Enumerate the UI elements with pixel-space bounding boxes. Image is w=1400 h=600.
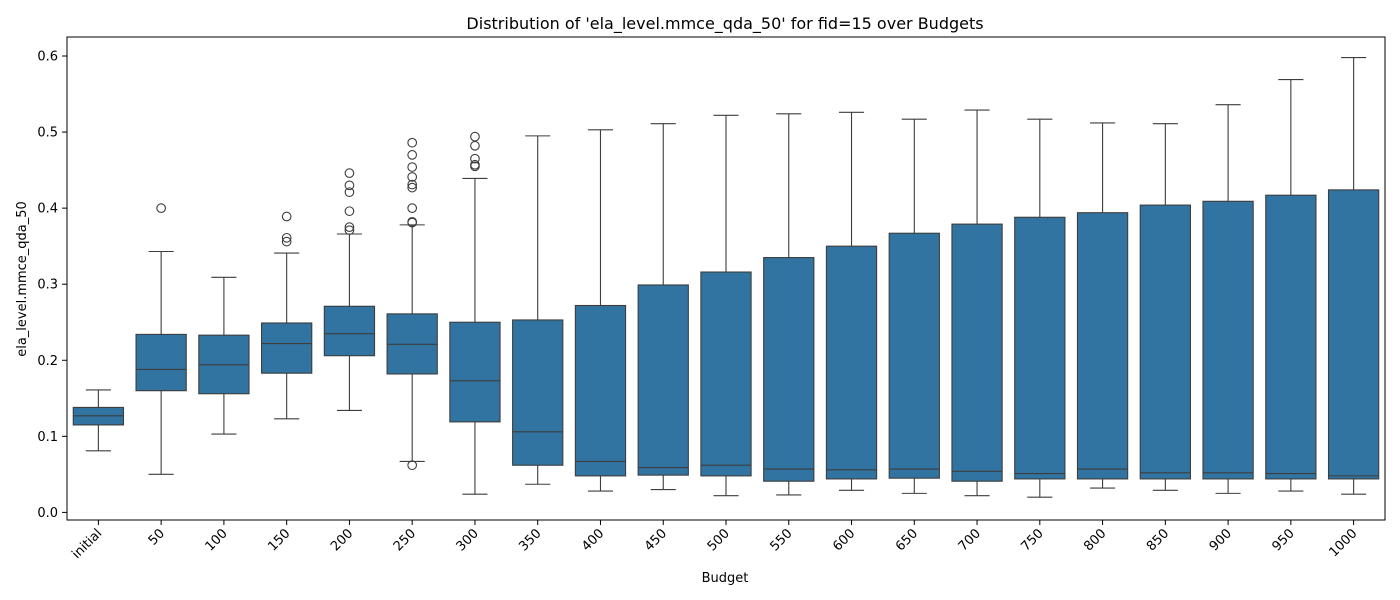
box-group: [1076, 122, 1129, 489]
x-tick-label: 550: [767, 526, 795, 554]
box-group: [1014, 118, 1066, 498]
box-group: [888, 118, 940, 494]
chart-title: Distribution of 'ela_level.mmce_qda_50' …: [466, 14, 983, 34]
iqr-box: [135, 333, 187, 392]
y-tick-label: 0.3: [37, 278, 58, 293]
outlier-point: [344, 187, 355, 198]
x-tick-label: 150: [265, 526, 293, 554]
outlier-point: [156, 203, 166, 213]
y-tick-label: 0.4: [37, 202, 58, 217]
x-tick-label: 100: [203, 526, 231, 554]
iqr-box: [574, 304, 627, 477]
outlier-point: [407, 162, 418, 172]
box-group: [386, 137, 438, 471]
iqr-box: [1202, 200, 1254, 480]
box-group: [512, 135, 564, 485]
iqr-box: [763, 257, 815, 482]
x-tick-label: 800: [1081, 526, 1109, 554]
box-group: [261, 211, 313, 420]
y-axis: 0.0 0.1 0.2 0.3 0.4 0.5 0.6: [37, 50, 67, 521]
iqr-box: [323, 305, 376, 357]
outlier-point: [407, 150, 418, 160]
outlier-point: [407, 137, 418, 148]
outlier-point: [407, 216, 418, 227]
x-tick-label: 900: [1207, 526, 1235, 554]
box-group: [323, 168, 376, 412]
box-group: [449, 131, 501, 495]
outlier-point: [281, 232, 292, 243]
x-tick-label: 350: [516, 526, 544, 554]
outlier-point: [281, 211, 292, 222]
iqr-box: [449, 321, 501, 423]
box-group: [1265, 79, 1317, 492]
box-group: [198, 276, 250, 435]
x-tick-label: 600: [830, 526, 858, 554]
iqr-box: [700, 271, 752, 477]
box-group: [574, 129, 627, 492]
iqr-box: [825, 245, 878, 480]
x-tick-label: 850: [1144, 526, 1172, 554]
x-tick-label: 950: [1270, 526, 1298, 554]
x-tick-label: 450: [642, 526, 670, 554]
outlier-point: [281, 236, 292, 247]
y-tick-label: 0.1: [37, 430, 58, 445]
outlier-point: [344, 225, 355, 236]
box-group: [951, 109, 1003, 497]
outlier-point: [407, 172, 418, 182]
plot-area: [72, 56, 1380, 498]
iqr-box: [1265, 194, 1317, 480]
box-group: [72, 389, 125, 452]
iqr-box: [888, 232, 940, 479]
x-tick-label: initial: [69, 526, 105, 562]
outlier-point: [470, 159, 480, 170]
box-group: [1327, 56, 1380, 495]
plot-frame: [66, 36, 1386, 521]
outlier-point: [344, 168, 355, 179]
outlier-point: [407, 179, 418, 190]
x-tick-label: 650: [893, 526, 921, 554]
box-group: [825, 111, 878, 491]
x-tick-label: 500: [705, 526, 733, 554]
outlier-point: [470, 153, 480, 164]
x-tick-label: 250: [391, 526, 419, 554]
box-group: [763, 113, 815, 496]
iqr-box: [637, 284, 689, 476]
box-group: [700, 114, 752, 497]
outlier-point: [407, 203, 418, 213]
x-tick-label: 200: [328, 526, 356, 554]
outlier-point: [407, 460, 418, 471]
iqr-box: [1139, 204, 1191, 480]
iqr-box: [1327, 189, 1380, 480]
x-tick-label: 700: [956, 526, 984, 554]
outlier-point: [344, 206, 355, 217]
outlier-point: [407, 182, 418, 193]
iqr-box: [512, 319, 564, 466]
x-tick-label: 1000: [1326, 526, 1360, 560]
iqr-box: [1076, 212, 1129, 480]
outlier-point: [344, 222, 355, 233]
x-tick-label: 300: [454, 526, 482, 554]
box-group: [1202, 104, 1254, 494]
x-axis-label: Budget: [702, 571, 749, 586]
box-group: [135, 203, 187, 475]
iqr-box: [1014, 216, 1066, 480]
outlier-point: [470, 140, 480, 151]
box-group: [637, 123, 689, 491]
x-axis: initial 50 100 150 200 250 300 350 400 450 500 550 6…: [69, 520, 1360, 562]
x-tick-label: 50: [146, 526, 168, 548]
iqr-box: [951, 223, 1003, 482]
outlier-point: [470, 131, 480, 142]
y-axis-label: ela_level.mmce_qda_50: [15, 201, 30, 357]
x-tick-label: 400: [579, 526, 607, 554]
y-tick-label: 0.0: [37, 506, 58, 521]
x-tick-label: 750: [1018, 526, 1046, 554]
y-tick-label: 0.5: [37, 126, 58, 141]
box-group: [1139, 123, 1191, 491]
y-tick-label: 0.2: [37, 354, 58, 369]
iqr-box: [261, 322, 313, 374]
outlier-point: [344, 180, 355, 191]
y-tick-label: 0.6: [37, 50, 58, 65]
